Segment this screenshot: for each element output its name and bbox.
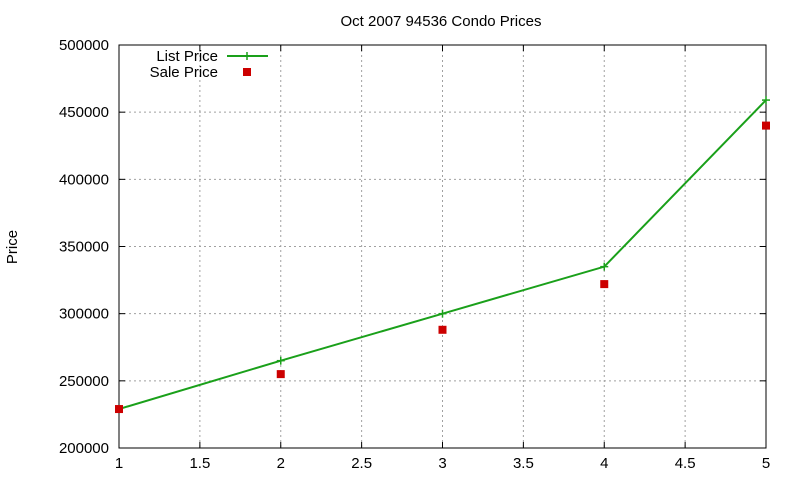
list-price-point (600, 262, 609, 271)
legend-label: Sale Price (150, 64, 218, 81)
legend-label: List Price (156, 48, 218, 65)
y-tick-label: 200000 (59, 440, 109, 457)
series-layer (115, 96, 770, 414)
x-tick-label: 3 (438, 455, 446, 472)
x-tick-label: 1.5 (189, 455, 210, 472)
chart-title: Oct 2007 94536 Condo Prices (341, 13, 542, 30)
y-axis-label: Price (4, 230, 21, 264)
sale-price-point (115, 405, 123, 414)
y-tick-label: 500000 (59, 37, 109, 54)
list-price-point (438, 309, 447, 318)
sale-price-series (115, 121, 770, 414)
x-tick-label: 4.5 (675, 455, 696, 472)
y-tick-label: 450000 (59, 104, 109, 121)
sale-price-point (600, 280, 609, 289)
legend-marker (243, 68, 251, 76)
x-tick-label: 2 (277, 455, 285, 472)
y-tick-label: 300000 (59, 306, 109, 323)
x-tick-label: 1 (115, 455, 123, 472)
sale-price-point (438, 325, 447, 334)
y-tick-label: 350000 (59, 239, 109, 256)
sale-price-point (276, 370, 285, 379)
x-tick-label: 2.5 (351, 455, 372, 472)
list-price-point (276, 356, 285, 365)
legend-marker (243, 52, 251, 60)
y-tick-label: 400000 (59, 171, 109, 188)
list-price-point (762, 96, 770, 105)
x-tick-label: 3.5 (513, 455, 534, 472)
x-tick-label: 4 (600, 455, 608, 472)
axis-ticks: 1 1.5 2 2.5 3 3.5 4 4.5 5 200000 250000 300000 35000… (59, 37, 770, 472)
x-tick-label: 5 (762, 455, 770, 472)
y-tick-label: 250000 (59, 373, 109, 390)
sale-price-point (762, 121, 770, 130)
gridlines (119, 45, 766, 448)
